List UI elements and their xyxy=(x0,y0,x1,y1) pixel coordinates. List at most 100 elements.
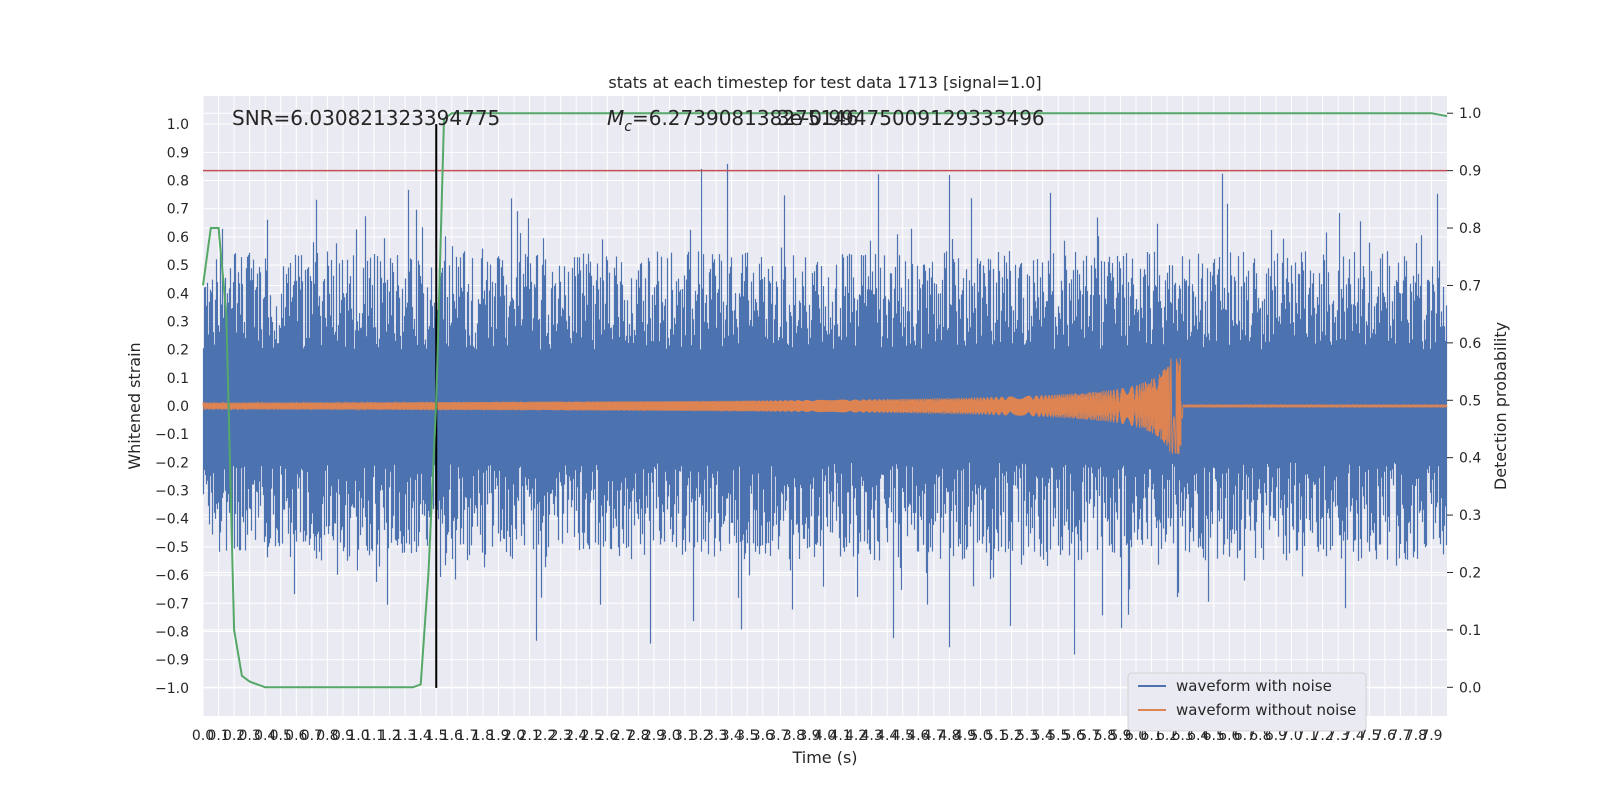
y2-tick-label: 0.0 xyxy=(1459,680,1481,696)
y-axis-label: Whitened strain xyxy=(125,342,144,469)
clean-waveform-path xyxy=(202,358,1448,454)
series-waveform-without-noise xyxy=(202,358,1448,454)
mc-symbol: M xyxy=(607,106,624,130)
x-tick-label: 7.5 xyxy=(1358,728,1380,744)
x-tick-label: 6.0 xyxy=(1125,728,1147,744)
y-tick-label: −0.7 xyxy=(155,596,189,612)
y-tick-label: 0.5 xyxy=(167,258,189,274)
x-tick-label: 4.0 xyxy=(814,728,836,744)
x-axis-ticks: 0.00.10.20.30.40.50.60.70.80.91.01.11.21… xyxy=(192,728,1443,744)
y-tick-label: 0.7 xyxy=(167,202,189,218)
x-tick-label: 1.0 xyxy=(347,728,369,744)
x-tick-label: 2.1 xyxy=(518,728,540,744)
y2-tick-label: 0.7 xyxy=(1459,278,1481,294)
y-tick-label: 0.6 xyxy=(167,230,189,246)
x-tick-label: 6.7 xyxy=(1234,728,1256,744)
x-tick-label: 6.8 xyxy=(1249,728,1271,744)
x-tick-label: 3.6 xyxy=(752,728,774,744)
legend-label-clean: waveform without noise xyxy=(1176,701,1356,719)
x-tick-label: 5.7 xyxy=(1078,728,1100,744)
x-tick-label: 0.1 xyxy=(207,728,229,744)
y-tick-label: 1.0 xyxy=(167,117,189,133)
x-tick-label: 0.2 xyxy=(223,728,245,744)
x-tick-label: 3.9 xyxy=(798,728,820,744)
x-tick-label: 1.7 xyxy=(456,728,478,744)
x-tick-label: 6.3 xyxy=(1172,728,1194,744)
x-tick-label: 0.9 xyxy=(332,728,354,744)
series-detection-probability xyxy=(202,112,1448,689)
x-tick-label: 4.4 xyxy=(876,728,898,744)
y-tick-label: 0.9 xyxy=(167,145,189,161)
x-tick-label: 7.1 xyxy=(1296,728,1318,744)
x-tick-label: 7.7 xyxy=(1389,728,1411,744)
x-tick-label: 0.3 xyxy=(239,728,261,744)
x-tick-label: 3.8 xyxy=(783,728,805,744)
x-tick-label: 4.9 xyxy=(954,728,976,744)
x-tick-label: 5.4 xyxy=(1032,728,1054,744)
x-tick-label: 7.4 xyxy=(1343,728,1365,744)
x-tick-label: 6.1 xyxy=(1140,728,1162,744)
legend-label-noise: waveform with noise xyxy=(1176,677,1332,695)
x-tick-label: 5.9 xyxy=(1109,728,1131,744)
x-tick-label: 6.2 xyxy=(1156,728,1178,744)
y2-tick-label: 0.3 xyxy=(1459,508,1481,524)
legend: waveform with noise waveform without noi… xyxy=(1127,672,1367,732)
y-tick-label: 0.2 xyxy=(167,343,189,359)
y-tick-label: 0.4 xyxy=(167,286,189,302)
x-tick-label: 7.6 xyxy=(1374,728,1396,744)
x-tick-label: 3.3 xyxy=(705,728,727,744)
chart-title: stats at each timestep for test data 171… xyxy=(608,73,1041,92)
x-tick-label: 7.0 xyxy=(1280,728,1302,744)
y-tick-label: −0.4 xyxy=(155,512,189,528)
x-tick-label: 6.4 xyxy=(1187,728,1209,744)
y2-tick-label: 0.1 xyxy=(1459,623,1481,639)
y2-tick-label: 0.9 xyxy=(1459,164,1481,180)
x-tick-label: 1.5 xyxy=(425,728,447,744)
x-tick-label: 4.8 xyxy=(938,728,960,744)
snr-annotation: SNR=6.030821323394775 xyxy=(232,106,500,130)
x-tick-label: 3.5 xyxy=(736,728,758,744)
x-tick-label: 7.3 xyxy=(1327,728,1349,744)
x-tick-label: 1.4 xyxy=(410,728,432,744)
y-tick-label: 0.8 xyxy=(167,174,189,190)
y2-axis-label: Detection probability xyxy=(1491,322,1510,490)
y2-tick-label: 0.2 xyxy=(1459,565,1481,581)
x-tick-label: 4.1 xyxy=(829,728,851,744)
y-tick-label: −0.6 xyxy=(155,568,189,584)
mc-annotation: Mc=6.273908138275146 xyxy=(607,106,859,135)
x-tick-label: 6.9 xyxy=(1265,728,1287,744)
x-tick-label: 5.1 xyxy=(985,728,1007,744)
y2-axis-ticks: 1.0 0.9 0.8 0.7 0.6 0.5 0.4 0.3 0.2 0.1 0.0 xyxy=(1447,106,1481,696)
legend-box xyxy=(1127,672,1367,732)
x-tick-label: 5.3 xyxy=(1016,728,1038,744)
x-tick-label: 0.4 xyxy=(254,728,276,744)
x-tick-label: 7.9 xyxy=(1420,728,1442,744)
x-tick-label: 4.5 xyxy=(892,728,914,744)
y-tick-label: −0.1 xyxy=(155,427,189,443)
y-tick-label: 0.1 xyxy=(167,371,189,387)
x-tick-label: 1.2 xyxy=(378,728,400,744)
x-tick-label: 2.9 xyxy=(643,728,665,744)
x-tick-label: 1.3 xyxy=(394,728,416,744)
x-tick-label: 2.8 xyxy=(627,728,649,744)
y-tick-label: −0.9 xyxy=(155,653,189,669)
x-tick-label: 4.3 xyxy=(861,728,883,744)
x-tick-label: 3.7 xyxy=(767,728,789,744)
x-tick-label: 2.2 xyxy=(534,728,556,744)
x-tick-label: 6.6 xyxy=(1218,728,1240,744)
x-tick-label: 2.5 xyxy=(581,728,603,744)
y2-tick-label: 0.5 xyxy=(1459,393,1481,409)
x-tick-label: 1.8 xyxy=(472,728,494,744)
x-tick-label: 1.1 xyxy=(363,728,385,744)
y2-tick-label: 0.6 xyxy=(1459,336,1481,352)
x-tick-label: 4.7 xyxy=(923,728,945,744)
x-tick-label: 5.0 xyxy=(969,728,991,744)
x-tick-label: 0.0 xyxy=(192,728,214,744)
x-tick-label: 6.5 xyxy=(1203,728,1225,744)
x-tick-label: 3.4 xyxy=(721,728,743,744)
x-axis-label: Time (s) xyxy=(791,748,857,767)
x-tick-label: 5.2 xyxy=(1000,728,1022,744)
x-tick-label: 5.8 xyxy=(1094,728,1116,744)
